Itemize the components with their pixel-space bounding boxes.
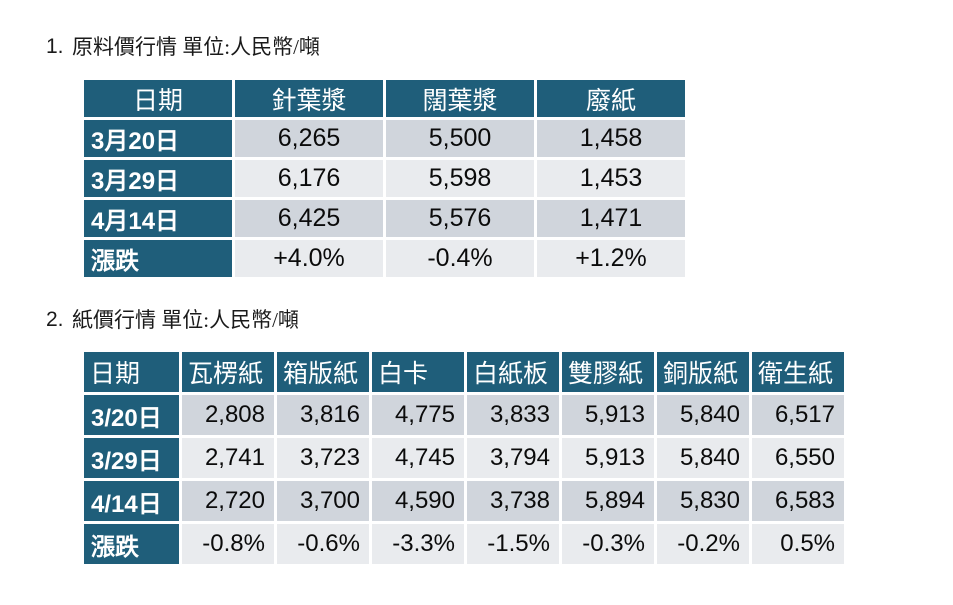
date-cell: 4/14日 xyxy=(84,481,179,521)
table-row: 4月14日 6,425 5,576 1,471 xyxy=(84,200,685,237)
value-cell: 3,700 xyxy=(277,481,369,521)
value-cell: 4,745 xyxy=(372,438,464,478)
value-cell: 1,453 xyxy=(537,160,685,197)
paper-price-table: 日期 瓦楞紙 箱版紙 白卡 白紙板 雙膠紙 銅版紙 衛生紙 3/20日 2,80… xyxy=(81,349,847,567)
date-cell: 3月20日 xyxy=(84,120,232,157)
raw-material-price-table: 日期 針葉漿 闊葉漿 廢紙 3月20日 6,265 5,500 1,458 3月… xyxy=(81,77,688,280)
table-header-row: 日期 針葉漿 闊葉漿 廢紙 xyxy=(84,80,685,117)
value-cell: 2,720 xyxy=(182,481,274,521)
table-row: 4/14日 2,720 3,700 4,590 3,738 5,894 5,83… xyxy=(84,481,844,521)
value-cell: 5,598 xyxy=(386,160,534,197)
date-cell: 3/20日 xyxy=(84,395,179,435)
value-cell: 1,471 xyxy=(537,200,685,237)
value-cell: 4,775 xyxy=(372,395,464,435)
header-cell-offset-paper: 雙膠紙 xyxy=(562,352,654,392)
date-cell: 4月14日 xyxy=(84,200,232,237)
value-cell: 6,583 xyxy=(752,481,844,521)
value-cell: 5,913 xyxy=(562,395,654,435)
value-cell: 3,723 xyxy=(277,438,369,478)
header-cell-tissue-paper: 衛生紙 xyxy=(752,352,844,392)
value-cell: 5,840 xyxy=(657,438,749,478)
change-label-cell: 漲跌 xyxy=(84,524,179,564)
header-cell-containerboard: 箱版紙 xyxy=(277,352,369,392)
value-cell: 5,840 xyxy=(657,395,749,435)
value-cell: 4,590 xyxy=(372,481,464,521)
table-row: 3月20日 6,265 5,500 1,458 xyxy=(84,120,685,157)
value-cell: 6,176 xyxy=(235,160,383,197)
value-cell: 5,830 xyxy=(657,481,749,521)
value-cell: 3,833 xyxy=(467,395,559,435)
section-1-heading: 1. 原料價行情 單位:人民幣/噸 xyxy=(46,33,320,61)
change-value-cell: -0.3% xyxy=(562,524,654,564)
value-cell: 6,517 xyxy=(752,395,844,435)
value-cell: 6,550 xyxy=(752,438,844,478)
value-cell: 5,500 xyxy=(386,120,534,157)
header-cell-softwood-pulp: 針葉漿 xyxy=(235,80,383,117)
change-value-cell: 0.5% xyxy=(752,524,844,564)
table-row: 3/20日 2,808 3,816 4,775 3,833 5,913 5,84… xyxy=(84,395,844,435)
value-cell: 5,913 xyxy=(562,438,654,478)
change-value-cell: -3.3% xyxy=(372,524,464,564)
value-cell: 3,816 xyxy=(277,395,369,435)
header-cell-waste-paper: 廢紙 xyxy=(537,80,685,117)
value-cell: 6,265 xyxy=(235,120,383,157)
value-cell: 3,738 xyxy=(467,481,559,521)
date-cell: 3月29日 xyxy=(84,160,232,197)
value-cell: 5,894 xyxy=(562,481,654,521)
change-value-cell: -0.6% xyxy=(277,524,369,564)
change-label-cell: 漲跌 xyxy=(84,240,232,277)
value-cell: 2,741 xyxy=(182,438,274,478)
value-cell: 3,794 xyxy=(467,438,559,478)
section-2-heading: 2. 紙價行情 單位:人民幣/噸 xyxy=(46,306,299,334)
header-cell-coated-paper: 銅版紙 xyxy=(657,352,749,392)
section-2-title: 紙價行情 單位:人民幣/噸 xyxy=(72,308,299,332)
change-value-cell: -1.5% xyxy=(467,524,559,564)
section-1-title: 原料價行情 單位:人民幣/噸 xyxy=(72,35,320,59)
header-cell-date: 日期 xyxy=(84,352,179,392)
table-row-change: 漲跌 -0.8% -0.6% -3.3% -1.5% -0.3% -0.2% 0… xyxy=(84,524,844,564)
change-value-cell: -0.4% xyxy=(386,240,534,277)
value-cell: 6,425 xyxy=(235,200,383,237)
change-value-cell: -0.2% xyxy=(657,524,749,564)
value-cell: 1,458 xyxy=(537,120,685,157)
table-row-change: 漲跌 +4.0% -0.4% +1.2% xyxy=(84,240,685,277)
date-cell: 3/29日 xyxy=(84,438,179,478)
header-cell-white-card: 白卡 xyxy=(372,352,464,392)
list-number: 1. xyxy=(46,35,64,58)
value-cell: 2,808 xyxy=(182,395,274,435)
table-row: 3/29日 2,741 3,723 4,745 3,794 5,913 5,84… xyxy=(84,438,844,478)
change-value-cell: +1.2% xyxy=(537,240,685,277)
header-cell-date: 日期 xyxy=(84,80,232,117)
table-header-row: 日期 瓦楞紙 箱版紙 白卡 白紙板 雙膠紙 銅版紙 衛生紙 xyxy=(84,352,844,392)
change-value-cell: -0.8% xyxy=(182,524,274,564)
list-number: 2. xyxy=(46,308,64,331)
header-cell-white-paperboard: 白紙板 xyxy=(467,352,559,392)
table-row: 3月29日 6,176 5,598 1,453 xyxy=(84,160,685,197)
change-value-cell: +4.0% xyxy=(235,240,383,277)
value-cell: 5,576 xyxy=(386,200,534,237)
header-cell-hardwood-pulp: 闊葉漿 xyxy=(386,80,534,117)
header-cell-corrugated-paper: 瓦楞紙 xyxy=(182,352,274,392)
